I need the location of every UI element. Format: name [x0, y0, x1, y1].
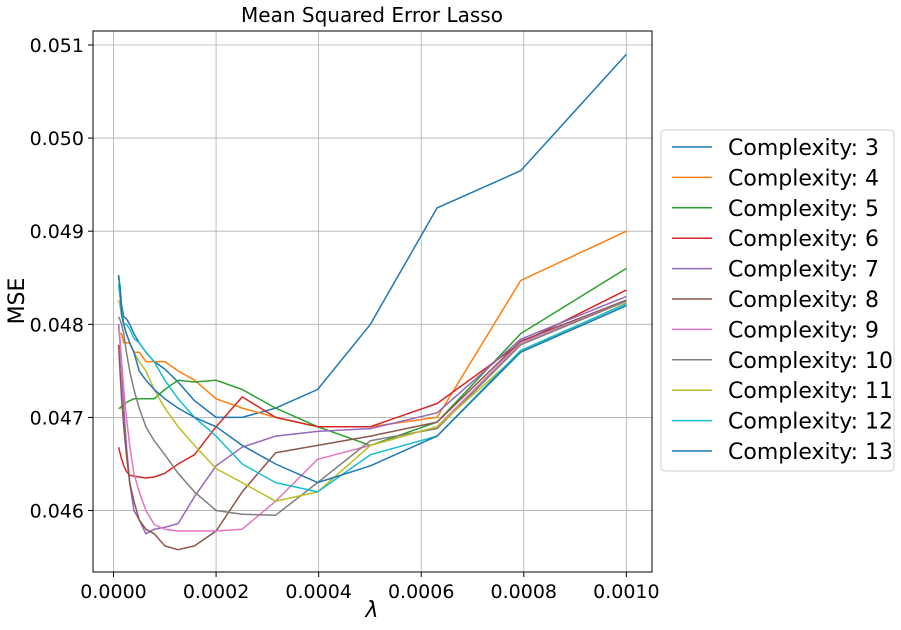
axis-ticks: 0.0000 0.0002 0.0004 0.0006 0.0008 0.0010 0.04… [30, 35, 660, 603]
legend-entry-label: Complexity: 4 [728, 166, 879, 191]
x-tick-label: 0.0000 [80, 581, 146, 603]
series-line-complexity-9 [117, 300, 627, 532]
series-line-complexity-13 [117, 274, 627, 484]
y-tick-label: 0.051 [30, 35, 84, 57]
legend-entry-label: Complexity: 5 [728, 197, 879, 222]
y-tick-label: 0.049 [30, 221, 84, 243]
series-line-complexity-6 [117, 289, 627, 479]
x-tick-label: 0.0006 [388, 581, 454, 603]
y-tick-label: 0.047 [30, 407, 84, 429]
legend-entry-label: Complexity: 9 [728, 318, 879, 343]
legend-entry-label: Complexity: 12 [728, 410, 893, 435]
legend-entry-label: Complexity: 3 [728, 136, 879, 161]
y-axis-label: MSE [5, 278, 30, 325]
plot-frame [92, 30, 653, 573]
legend-entry-label: Complexity: 6 [728, 227, 879, 252]
legend: Complexity: 3 Complexity: 4 Complexity: 5 C… [660, 129, 895, 472]
y-tick-label: 0.046 [30, 501, 84, 523]
x-tick-label: 0.0008 [491, 581, 557, 603]
x-tick-label: 0.0004 [285, 581, 351, 603]
legend-entry-label: Complexity: 7 [728, 258, 879, 283]
y-tick-label: 0.050 [30, 128, 84, 150]
x-tick-label: 0.0002 [183, 581, 249, 603]
legend-entry-label: Complexity: 11 [728, 379, 893, 404]
x-axis-label: λ [364, 598, 378, 623]
gridlines [93, 31, 652, 572]
x-tick-label: 0.0010 [593, 581, 659, 603]
series-line-complexity-12 [117, 284, 627, 493]
series-line-complexity-3 [117, 53, 627, 419]
legend-entry-label: Complexity: 8 [728, 288, 879, 313]
series-line-complexity-8 [117, 299, 627, 551]
legend-entry-label: Complexity: 13 [728, 440, 893, 465]
chart-title: Mean Squared Error Lasso [241, 3, 503, 27]
legend-entry-label: Complexity: 10 [728, 349, 893, 374]
series-lines [117, 53, 627, 551]
series-line-complexity-10 [117, 300, 627, 516]
legend-frame [660, 129, 895, 472]
series-line-complexity-7 [117, 295, 627, 535]
y-tick-label: 0.048 [30, 314, 84, 336]
